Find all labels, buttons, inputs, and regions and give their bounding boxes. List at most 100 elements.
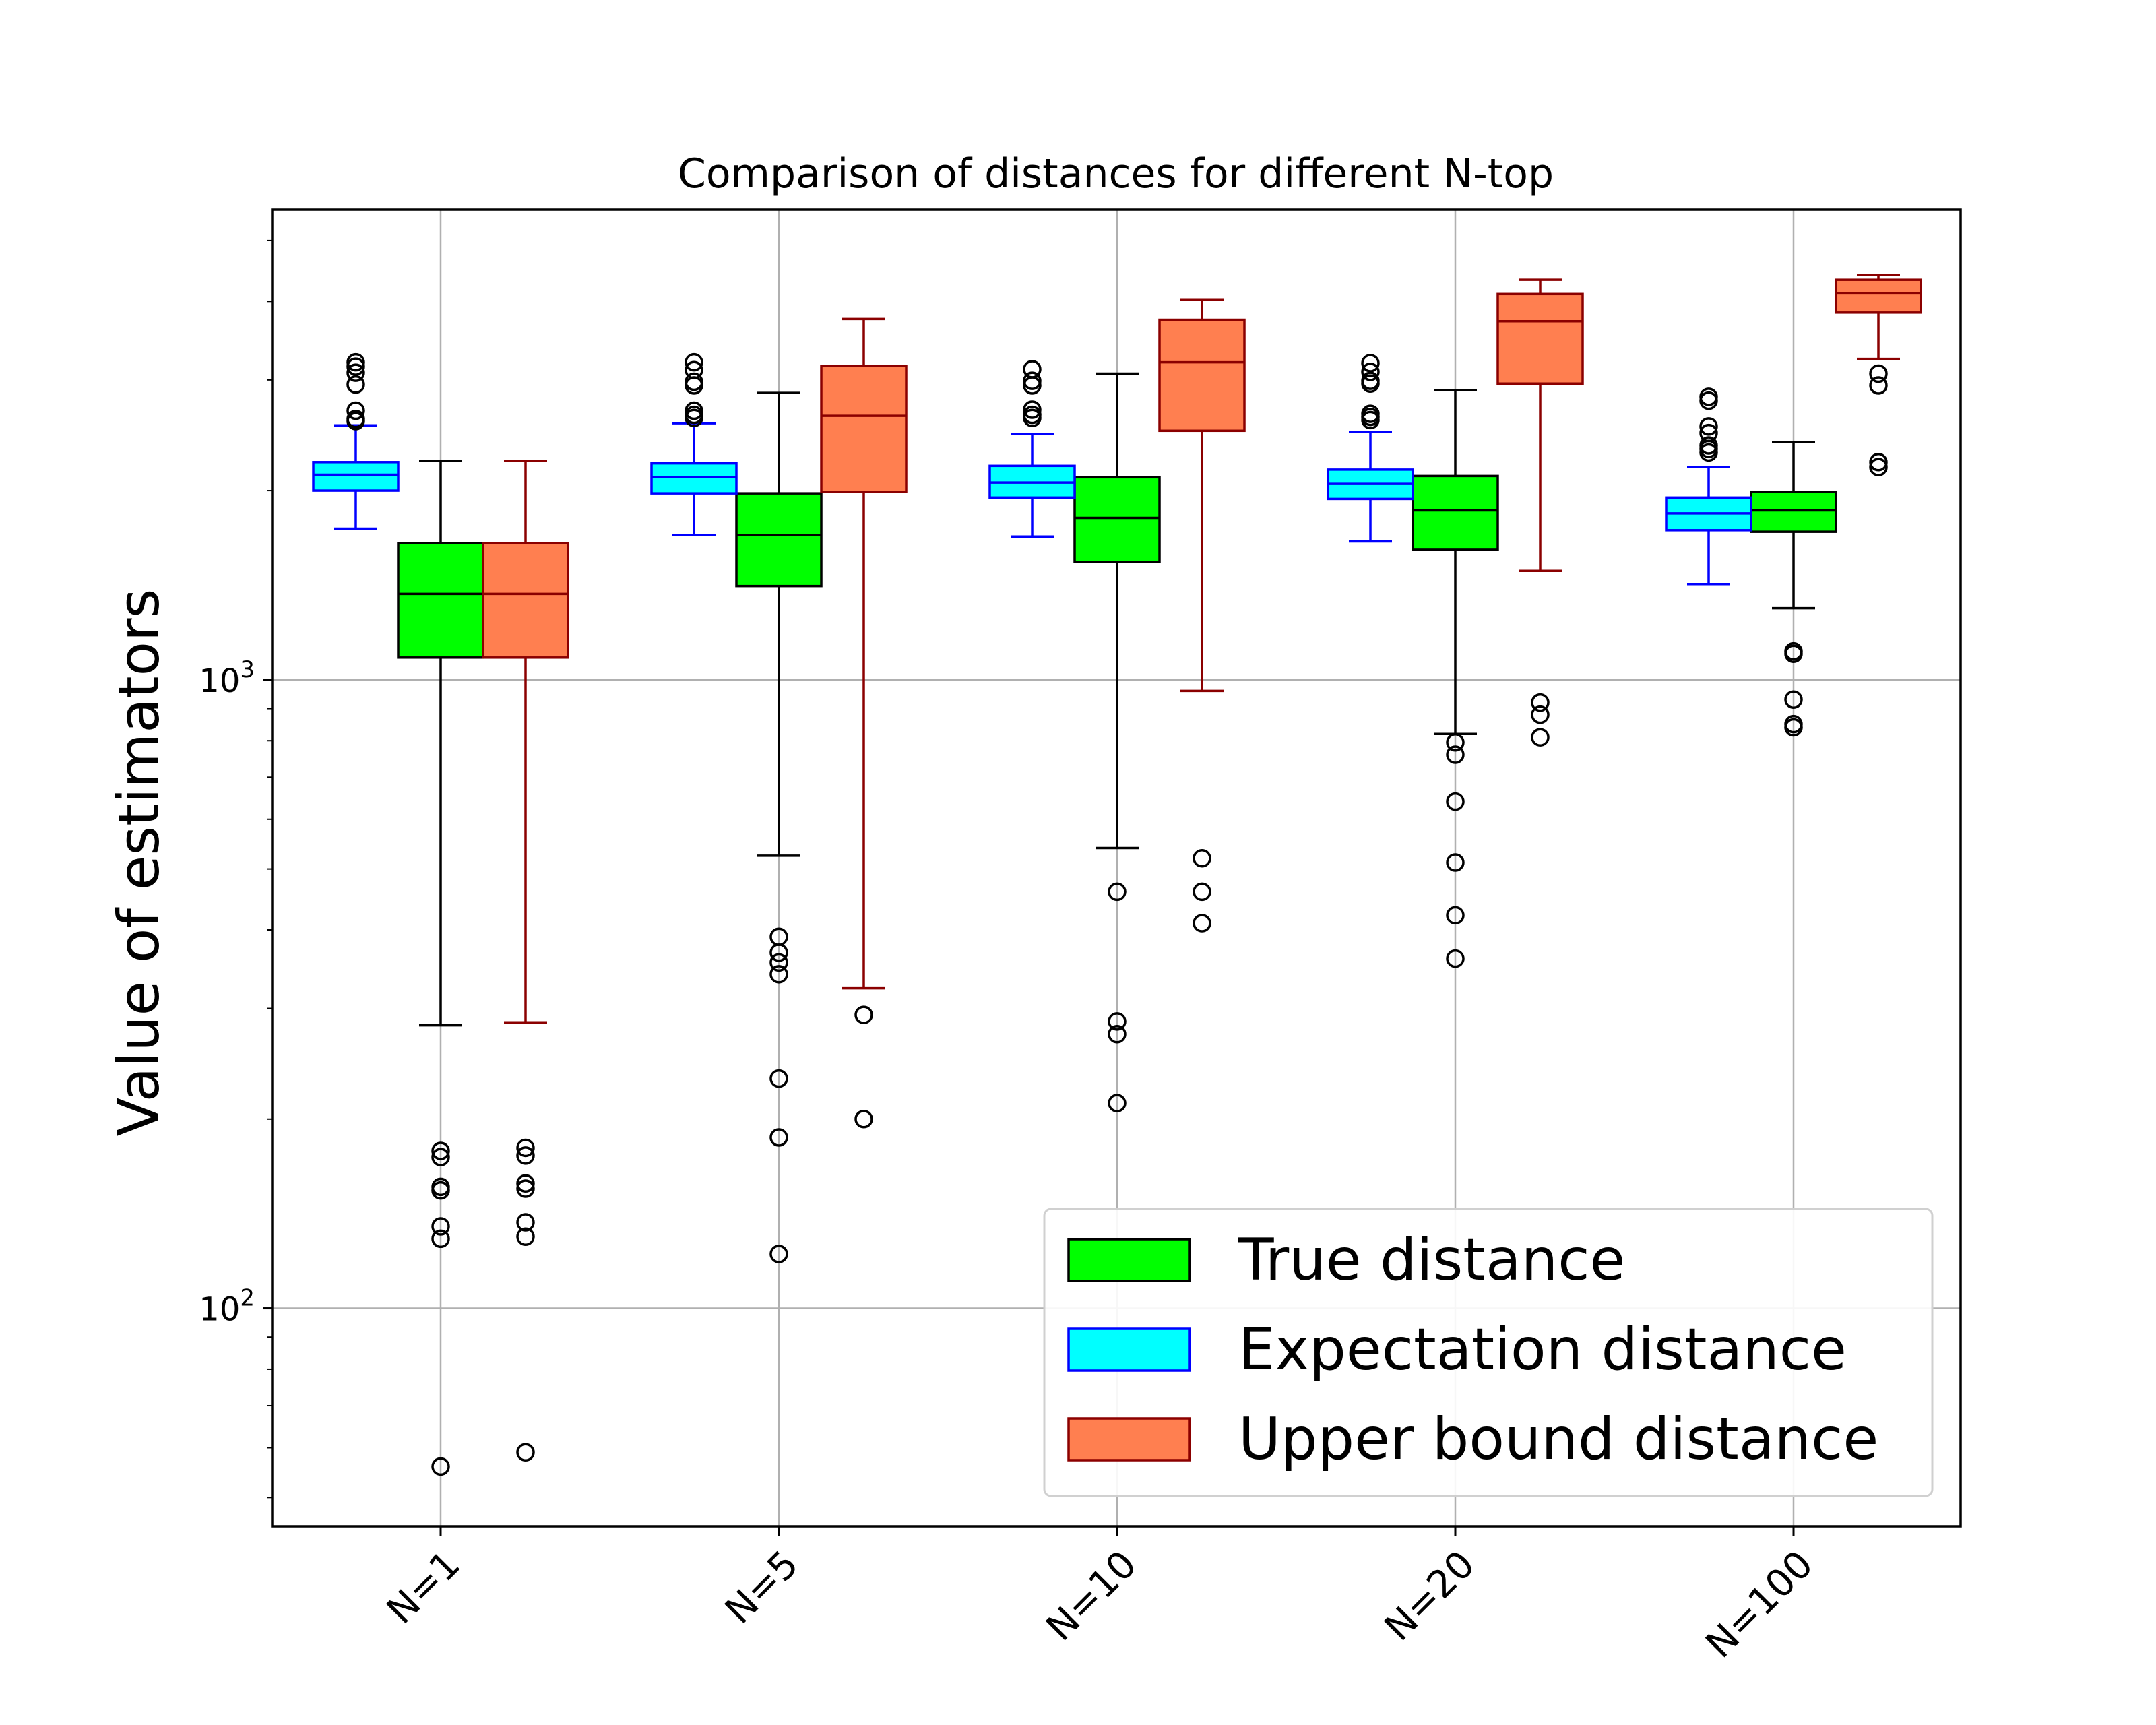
outlier-point: [1446, 733, 1465, 752]
outlier-point: [1108, 882, 1127, 902]
box-plot: [1412, 389, 1499, 968]
outlier-point: [1108, 1094, 1127, 1112]
outlier-point: [431, 1217, 450, 1236]
outlier-point: [1193, 914, 1211, 933]
outlier-point: [431, 1229, 450, 1249]
outlier-point: [1869, 376, 1888, 395]
box-plot: [735, 391, 823, 1263]
legend-swatch: [1067, 1238, 1191, 1282]
outlier-point: [431, 1148, 450, 1166]
outlier-point: [516, 1138, 535, 1158]
outlier-point: [685, 408, 703, 427]
outlier-point: [1446, 792, 1465, 811]
outlier-point: [1699, 417, 1718, 436]
box-plot: [482, 460, 569, 1462]
outlier-point: [1361, 363, 1380, 381]
outlier-point: [516, 1174, 535, 1193]
outlier-point: [1446, 853, 1465, 872]
box-body: [482, 542, 569, 659]
outlier-point: [769, 1245, 788, 1263]
outlier-point: [431, 1181, 450, 1200]
outlier-point: [1446, 949, 1465, 968]
outlier-point: [516, 1179, 535, 1198]
box-plot: [1327, 354, 1414, 543]
outlier-point: [516, 1227, 535, 1247]
outlier-point: [854, 1005, 873, 1024]
outlier-point: [1108, 1012, 1127, 1031]
outlier-point: [1869, 458, 1888, 476]
outlier-point: [1531, 705, 1550, 724]
box-body: [1496, 292, 1584, 385]
legend-label: True distance: [1238, 1226, 1625, 1294]
box-plot: [988, 360, 1076, 538]
box-plot: [312, 352, 400, 530]
outlier-point: [1531, 728, 1550, 747]
outlier-point: [1361, 354, 1380, 373]
outlier-point: [516, 1213, 535, 1232]
box-plot: [1665, 387, 1752, 586]
box-plot: [1158, 298, 1246, 933]
box-body: [1750, 491, 1837, 533]
box-body: [1158, 318, 1246, 433]
outlier-point: [346, 401, 365, 420]
outlier-point: [1108, 1024, 1127, 1044]
outlier-point: [1784, 644, 1803, 663]
outlier-point: [1023, 376, 1042, 395]
outlier-point: [769, 1069, 788, 1088]
legend-swatch: [1067, 1327, 1191, 1372]
y-axis-label: Value of estimators: [106, 589, 172, 1137]
box-plot: [650, 352, 738, 536]
box-body: [312, 461, 400, 492]
outlier-point: [1023, 400, 1042, 419]
outlier-point: [1361, 374, 1380, 394]
outlier-point: [1361, 410, 1380, 430]
outlier-point: [1446, 906, 1465, 925]
outlier-point: [1531, 693, 1550, 712]
outlier-point: [769, 953, 788, 972]
outlier-point: [685, 376, 703, 395]
outlier-point: [854, 1110, 873, 1129]
outlier-point: [1023, 371, 1042, 390]
outlier-point: [1869, 453, 1888, 472]
box-body: [820, 365, 908, 493]
outlier-point: [431, 1457, 450, 1476]
outlier-point: [516, 1443, 535, 1462]
outlier-point: [516, 1146, 535, 1165]
legend: True distance Expectation distance Upper b…: [1043, 1208, 1934, 1497]
outlier-point: [346, 357, 365, 376]
legend-swatch: [1067, 1417, 1191, 1462]
y-tick-label: 102: [199, 1285, 255, 1329]
legend-label: Expectation distance: [1238, 1316, 1847, 1383]
outlier-point: [346, 412, 365, 431]
outlier-point: [346, 375, 365, 394]
outlier-point: [1193, 848, 1211, 868]
outlier-point: [685, 352, 703, 372]
outlier-point: [346, 363, 365, 382]
box-plot: [1496, 278, 1584, 747]
outlier-point: [1699, 443, 1718, 462]
outlier-point: [1784, 690, 1803, 709]
box-body: [1412, 474, 1499, 551]
box-body: [1073, 476, 1161, 563]
outlier-point: [769, 943, 788, 962]
box-plot: [1835, 274, 1922, 476]
outlier-point: [431, 1141, 450, 1160]
box-plot: [1750, 441, 1837, 737]
outlier-point: [1699, 391, 1718, 410]
box-body: [1835, 278, 1922, 314]
outlier-point: [769, 965, 788, 984]
box-plots: [312, 274, 1922, 1476]
box-body: [735, 492, 823, 588]
legend-label: Upper bound distance: [1238, 1406, 1878, 1473]
outlier-point: [769, 1128, 788, 1147]
box-plot: [820, 317, 908, 1129]
box-body: [397, 542, 484, 659]
outlier-point: [1446, 745, 1465, 764]
chart-title: Comparison of distances for different N-…: [678, 150, 1554, 197]
outlier-point: [1784, 718, 1803, 737]
outlier-point: [1023, 408, 1042, 427]
outlier-point: [1193, 882, 1211, 902]
y-tick-label: 103: [199, 656, 255, 700]
legend-box: [1043, 1208, 1934, 1497]
